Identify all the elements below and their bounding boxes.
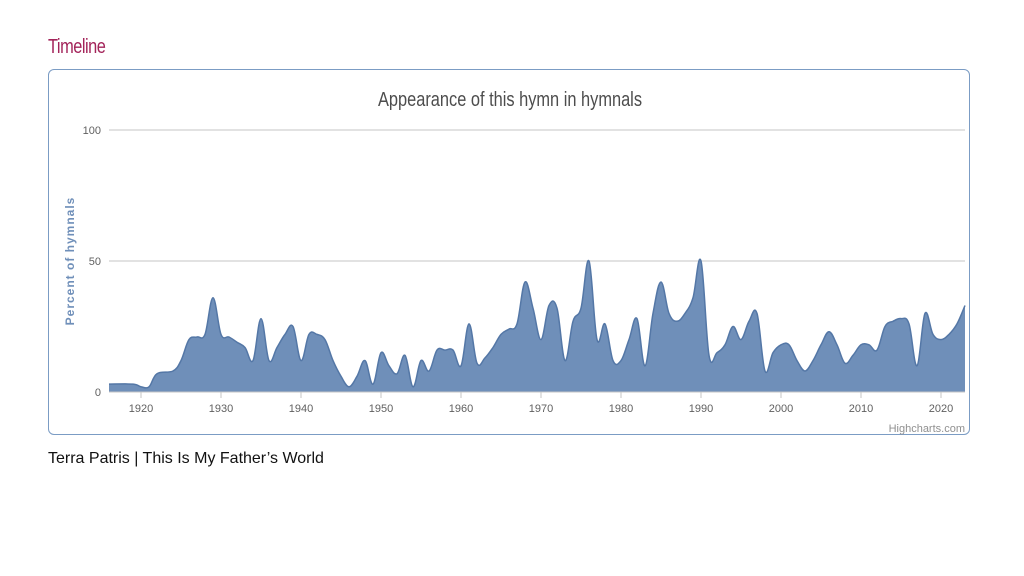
x-tick-label: 2020 <box>929 403 953 415</box>
grid-lines <box>109 129 965 262</box>
y-tick-label: 50 <box>89 256 101 268</box>
axes: 0 50 100 1920 1930 1940 1950 1960 1970 1980 1990 20… <box>83 125 965 415</box>
highcharts-credits[interactable]: Highcharts.com <box>889 423 965 435</box>
chart-title: Appearance of this hymn in hymnals <box>378 87 642 110</box>
y-tick-label: 100 <box>83 125 101 137</box>
slide-caption: Terra Patris | This Is My Father’s World <box>48 450 324 467</box>
area-chart: 0 50 100 1920 1930 1940 1950 1960 1970 1980 1990 20… <box>63 87 966 435</box>
section-title: Timeline <box>48 36 106 58</box>
x-tick-label: 1970 <box>529 403 553 415</box>
series-area-fill[interactable] <box>109 259 965 392</box>
series-area <box>108 258 966 392</box>
series-line <box>108 258 966 389</box>
chart-container: 0 50 100 1920 1930 1940 1950 1960 1970 1980 1990 20… <box>48 69 970 435</box>
y-tick-label: 0 <box>95 387 101 399</box>
x-tick-label: 1940 <box>289 403 313 415</box>
x-tick-label: 1920 <box>129 403 153 415</box>
x-tick-label: 2000 <box>769 403 793 415</box>
x-tick-label: 1960 <box>449 403 473 415</box>
y-axis-title: Percent of hymnals <box>63 197 77 326</box>
x-tick-label: 1950 <box>369 403 393 415</box>
x-tick-label: 1930 <box>209 403 233 415</box>
x-tick-label: 1980 <box>609 403 633 415</box>
x-tick-label: 1990 <box>689 403 713 415</box>
x-tick-label: 2010 <box>849 403 873 415</box>
